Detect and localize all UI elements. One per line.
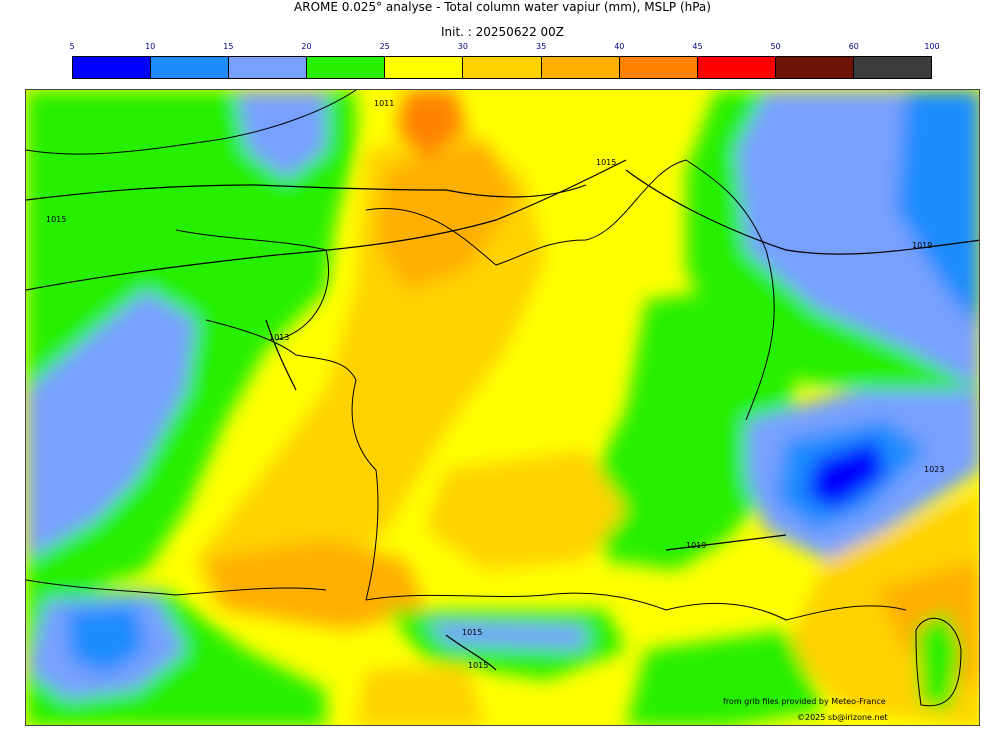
isobar-label: 1011 bbox=[374, 99, 394, 108]
isobar-label: 1023 bbox=[924, 465, 944, 474]
colorbar-segment bbox=[619, 57, 698, 78]
colorbar-tick-labels: 5 10 15 20 25 30 35 40 45 50 60 100 bbox=[69, 42, 939, 54]
colorbar-tick: 10 bbox=[145, 42, 156, 51]
colorbar-tick: 20 bbox=[301, 42, 312, 51]
isobar-labels: 1011 1015 1015 1013 1019 1019 1023 1015 … bbox=[46, 99, 944, 670]
isobar-label: 1019 bbox=[686, 541, 706, 550]
data-source-credit: from grib files provided by Meteo-France bbox=[723, 697, 886, 706]
map-canvas: 1011 1015 1015 1013 1019 1019 1023 1015 … bbox=[26, 90, 979, 725]
colorbar-tick: 35 bbox=[536, 42, 547, 51]
isobar-label: 1019 bbox=[912, 241, 932, 250]
colorbar-tick: 40 bbox=[614, 42, 625, 51]
colorbar-tick: 60 bbox=[848, 42, 859, 51]
colorbar-tick: 15 bbox=[223, 42, 234, 51]
colorbar-segment bbox=[775, 57, 854, 78]
init-time-label: Init. : 20250622 00Z bbox=[440, 25, 565, 39]
colorbar-tick: 25 bbox=[379, 42, 390, 51]
colorbar-tick: 45 bbox=[692, 42, 703, 51]
colorbar-segment bbox=[463, 57, 542, 78]
colorbar-legend bbox=[72, 56, 932, 79]
isobar-label: 1015 bbox=[46, 215, 66, 224]
isobar-label: 1015 bbox=[468, 661, 488, 670]
colorbar-segment bbox=[697, 57, 776, 78]
colorbar-tick: 5 bbox=[69, 42, 75, 51]
colorbar-segment bbox=[541, 57, 620, 78]
colorbar-tick: 30 bbox=[457, 42, 468, 51]
isobar-label: 1013 bbox=[269, 333, 289, 342]
colorbar-tick: 50 bbox=[770, 42, 781, 51]
coastlines bbox=[26, 90, 962, 707]
colorbar-segment bbox=[307, 57, 386, 78]
colorbar-segment bbox=[73, 57, 152, 78]
isobar-label: 1015 bbox=[596, 158, 616, 167]
colorbar-segment bbox=[385, 57, 464, 78]
colorbar-tick: 100 bbox=[924, 42, 940, 51]
isobars bbox=[26, 159, 979, 671]
chart-title: AROME 0.025° analyse - Total column wate… bbox=[294, 0, 711, 14]
copyright-credit: ©2025 sb@irizone.net bbox=[797, 713, 888, 722]
colorbar-segment bbox=[229, 57, 308, 78]
isobar-label: 1015 bbox=[462, 628, 482, 637]
weather-map: 1011 1015 1015 1013 1019 1019 1023 1015 … bbox=[25, 89, 980, 726]
colorbar-segment bbox=[151, 57, 230, 78]
colorbar-segment bbox=[853, 57, 932, 78]
water-vapour-field bbox=[26, 90, 979, 725]
